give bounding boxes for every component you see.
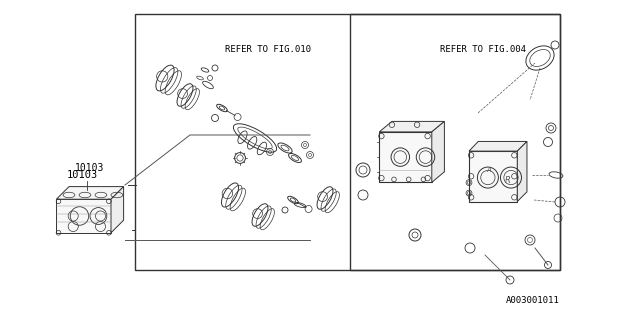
Polygon shape [469, 151, 517, 202]
Polygon shape [469, 141, 527, 151]
Polygon shape [380, 132, 432, 182]
Polygon shape [56, 187, 124, 199]
Text: A003001011: A003001011 [506, 296, 560, 305]
Text: A: A [487, 167, 492, 173]
Text: 10103: 10103 [75, 163, 104, 173]
Bar [350, 14, 560, 270]
Polygon shape [517, 141, 527, 202]
Text: R: R [505, 176, 511, 185]
Text: REFER TO FIG.010: REFER TO FIG.010 [225, 45, 311, 54]
Polygon shape [56, 199, 111, 233]
Polygon shape [432, 121, 444, 182]
Bar [135, 14, 560, 270]
Text: 10103: 10103 [67, 170, 99, 180]
Text: REFER TO FIG.004: REFER TO FIG.004 [440, 45, 526, 54]
Polygon shape [380, 121, 444, 132]
Polygon shape [111, 187, 124, 233]
